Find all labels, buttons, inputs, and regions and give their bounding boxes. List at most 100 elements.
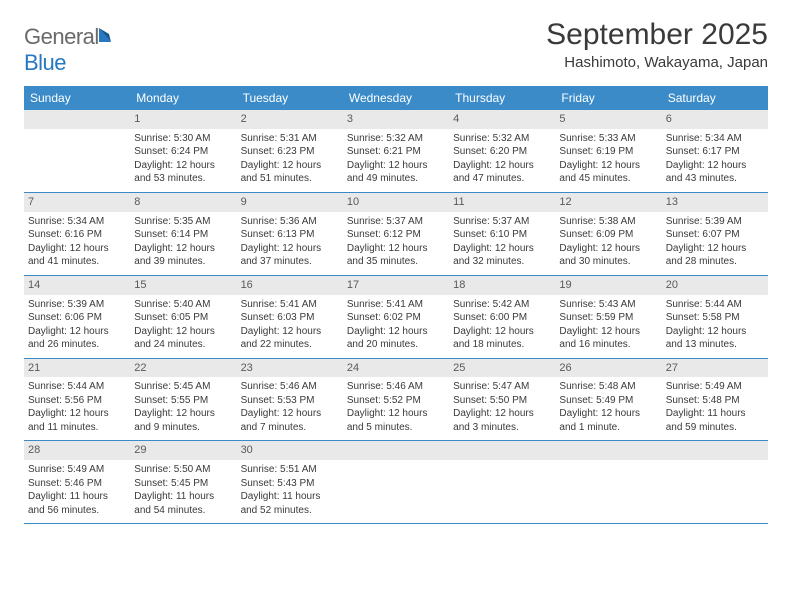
calendar-cell: 6Sunrise: 5:34 AMSunset: 6:17 PMDaylight… [662, 110, 768, 192]
calendar-cell: 29Sunrise: 5:50 AMSunset: 5:45 PMDayligh… [130, 441, 236, 523]
calendar-cell: 16Sunrise: 5:41 AMSunset: 6:03 PMDayligh… [237, 276, 343, 358]
calendar-cell: 17 Sunrise: 5:41 AMSunset: 6:02 PMDayligh… [343, 276, 449, 358]
sunset-text: Sunset: 5:58 PM [666, 311, 764, 325]
daylight-text: Daylight: 12 hours and 5 minutes. [347, 407, 445, 434]
calendar-cell: 11Sunrise: 5:37 AMSunset: 6:10 PMDayligh… [449, 193, 555, 275]
day-header-cell: Monday [130, 86, 236, 110]
daylight-text: Daylight: 12 hours and 47 minutes. [453, 159, 551, 186]
daylight-text: Daylight: 12 hours and 32 minutes. [453, 242, 551, 269]
sunrise-text: Sunrise: 5:42 AM [453, 298, 551, 312]
sunset-text: Sunset: 6:21 PM [347, 145, 445, 159]
daylight-text: Daylight: 12 hours and 22 minutes. [241, 325, 339, 352]
day-number: 24 [343, 359, 449, 378]
sunset-text: Sunset: 5:49 PM [559, 394, 657, 408]
sunrise-text: Sunrise: 5:30 AM [134, 132, 232, 146]
sunrise-text: Sunrise: 5:34 AM [666, 132, 764, 146]
daylight-text: Daylight: 12 hours and 20 minutes. [347, 325, 445, 352]
calendar-cell: 4Sunrise: 5:32 AMSunset: 6:20 PMDaylight… [449, 110, 555, 192]
day-number: 23 [237, 359, 343, 378]
day-number: 15 [130, 276, 236, 295]
day-number: 22 [130, 359, 236, 378]
sunrise-text: Sunrise: 5:37 AM [453, 215, 551, 229]
sunrise-text: Sunrise: 5:44 AM [28, 380, 126, 394]
sunrise-text: Sunrise: 5:31 AM [241, 132, 339, 146]
day-header-cell: Sunday [24, 86, 130, 110]
sunset-text: Sunset: 5:43 PM [241, 477, 339, 491]
sunrise-text: Sunrise: 5:41 AM [347, 298, 445, 312]
daylight-text: Daylight: 12 hours and 24 minutes. [134, 325, 232, 352]
day-number: 1 [130, 110, 236, 129]
calendar-cell: 26Sunrise: 5:48 AMSunset: 5:49 PMDayligh… [555, 359, 661, 441]
calendar-cell: 23Sunrise: 5:46 AMSunset: 5:53 PMDayligh… [237, 359, 343, 441]
calendar-cell: 14Sunrise: 5:39 AMSunset: 6:06 PMDayligh… [24, 276, 130, 358]
logo-text: General Blue [24, 24, 117, 76]
day-number: 4 [449, 110, 555, 129]
daylight-text: Daylight: 12 hours and 37 minutes. [241, 242, 339, 269]
daylight-text: Daylight: 12 hours and 9 minutes. [134, 407, 232, 434]
sunrise-text: Sunrise: 5:46 AM [347, 380, 445, 394]
day-header-cell: Thursday [449, 86, 555, 110]
title-block: September 2025 Hashimoto, Wakayama, Japa… [546, 18, 768, 71]
sunset-text: Sunset: 5:56 PM [28, 394, 126, 408]
daylight-text: Daylight: 12 hours and 43 minutes. [666, 159, 764, 186]
week-row: 1Sunrise: 5:30 AMSunset: 6:24 PMDaylight… [24, 110, 768, 193]
sunrise-text: Sunrise: 5:37 AM [347, 215, 445, 229]
sunset-text: Sunset: 6:24 PM [134, 145, 232, 159]
daylight-text: Daylight: 12 hours and 7 minutes. [241, 407, 339, 434]
day-number [555, 441, 661, 460]
day-number: 17 [343, 276, 449, 295]
daylight-text: Daylight: 12 hours and 51 minutes. [241, 159, 339, 186]
daylight-text: Daylight: 12 hours and 16 minutes. [559, 325, 657, 352]
sunrise-text: Sunrise: 5:49 AM [28, 463, 126, 477]
sunset-text: Sunset: 6:02 PM [347, 311, 445, 325]
daylight-text: Daylight: 12 hours and 45 minutes. [559, 159, 657, 186]
daylight-text: Daylight: 12 hours and 3 minutes. [453, 407, 551, 434]
week-row: 28Sunrise: 5:49 AMSunset: 5:46 PMDayligh… [24, 441, 768, 524]
logo-word2: Blue [24, 50, 66, 75]
day-number: 14 [24, 276, 130, 295]
calendar-cell: 7Sunrise: 5:34 AMSunset: 6:16 PMDaylight… [24, 193, 130, 275]
day-number: 29 [130, 441, 236, 460]
calendar-cell: 25Sunrise: 5:47 AMSunset: 5:50 PMDayligh… [449, 359, 555, 441]
day-number: 10 [343, 193, 449, 212]
day-header-cell: Wednesday [343, 86, 449, 110]
calendar: SundayMondayTuesdayWednesdayThursdayFrid… [24, 86, 768, 524]
sunrise-text: Sunrise: 5:41 AM [241, 298, 339, 312]
logo-sail-icon [97, 24, 117, 50]
day-header-cell: Saturday [662, 86, 768, 110]
sunrise-text: Sunrise: 5:49 AM [666, 380, 764, 394]
daylight-text: Daylight: 12 hours and 53 minutes. [134, 159, 232, 186]
sunrise-text: Sunrise: 5:40 AM [134, 298, 232, 312]
day-number: 27 [662, 359, 768, 378]
sunrise-text: Sunrise: 5:50 AM [134, 463, 232, 477]
daylight-text: Daylight: 11 hours and 54 minutes. [134, 490, 232, 517]
location: Hashimoto, Wakayama, Japan [546, 54, 768, 71]
calendar-cell [662, 441, 768, 523]
day-number: 13 [662, 193, 768, 212]
calendar-cell: 12Sunrise: 5:38 AMSunset: 6:09 PMDayligh… [555, 193, 661, 275]
sunrise-text: Sunrise: 5:51 AM [241, 463, 339, 477]
sunset-text: Sunset: 6:07 PM [666, 228, 764, 242]
month-title: September 2025 [546, 18, 768, 52]
week-row: 14Sunrise: 5:39 AMSunset: 6:06 PMDayligh… [24, 276, 768, 359]
calendar-cell: 8Sunrise: 5:35 AMSunset: 6:14 PMDaylight… [130, 193, 236, 275]
sunset-text: Sunset: 5:53 PM [241, 394, 339, 408]
sunrise-text: Sunrise: 5:38 AM [559, 215, 657, 229]
sunset-text: Sunset: 6:23 PM [241, 145, 339, 159]
sunrise-text: Sunrise: 5:36 AM [241, 215, 339, 229]
sunrise-text: Sunrise: 5:48 AM [559, 380, 657, 394]
sunset-text: Sunset: 5:52 PM [347, 394, 445, 408]
day-header-row: SundayMondayTuesdayWednesdayThursdayFrid… [24, 86, 768, 110]
calendar-cell: 19Sunrise: 5:43 AMSunset: 5:59 PMDayligh… [555, 276, 661, 358]
daylight-text: Daylight: 12 hours and 28 minutes. [666, 242, 764, 269]
sunset-text: Sunset: 5:48 PM [666, 394, 764, 408]
sunset-text: Sunset: 6:16 PM [28, 228, 126, 242]
sunset-text: Sunset: 6:17 PM [666, 145, 764, 159]
day-header-cell: Tuesday [237, 86, 343, 110]
sunset-text: Sunset: 6:12 PM [347, 228, 445, 242]
day-number: 8 [130, 193, 236, 212]
sunset-text: Sunset: 6:14 PM [134, 228, 232, 242]
calendar-cell: 2Sunrise: 5:31 AMSunset: 6:23 PMDaylight… [237, 110, 343, 192]
daylight-text: Daylight: 12 hours and 39 minutes. [134, 242, 232, 269]
day-number: 19 [555, 276, 661, 295]
